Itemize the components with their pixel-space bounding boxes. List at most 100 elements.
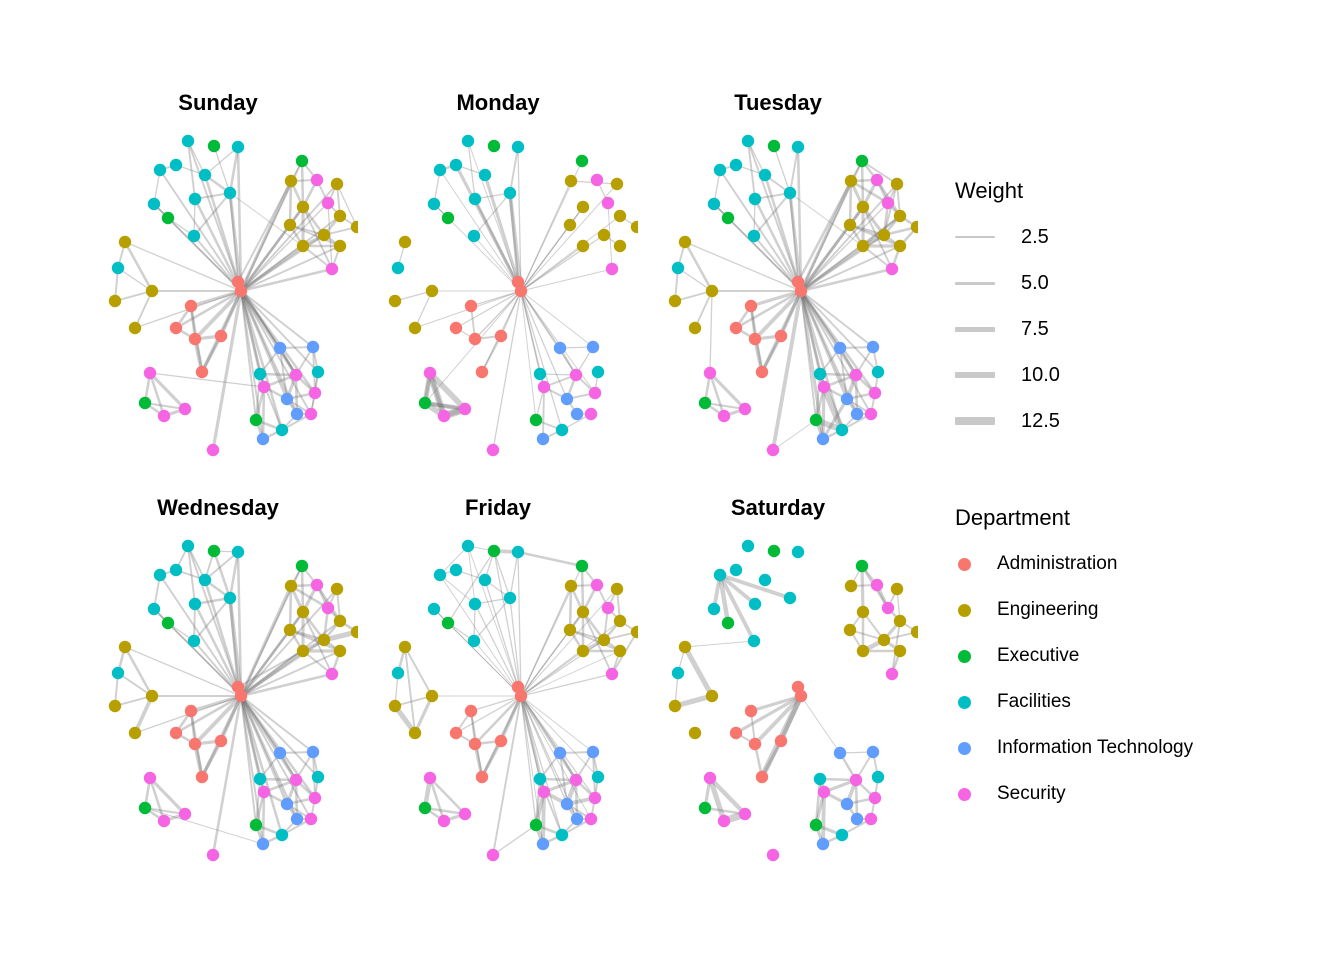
graph-edge	[799, 290, 822, 375]
graph-node	[729, 563, 743, 577]
graph-edge	[708, 372, 726, 417]
graph-edge	[117, 672, 153, 697]
graph-node	[333, 644, 347, 658]
graph-node	[533, 367, 547, 381]
graph-edge	[187, 140, 206, 176]
graph-node	[767, 544, 781, 558]
graph-node	[310, 578, 324, 592]
graph-node	[478, 573, 492, 587]
graph-edge	[149, 372, 265, 388]
graph-node	[729, 321, 743, 335]
graph-edge	[454, 164, 523, 292]
graph-node	[494, 734, 508, 748]
graph-node	[304, 407, 318, 421]
graph-node	[111, 666, 125, 680]
graph-edge	[144, 807, 186, 815]
graph-edge	[718, 574, 756, 642]
graph-edge	[424, 806, 466, 816]
weight-key-swatch	[955, 326, 995, 332]
graph-edge	[854, 779, 859, 820]
graph-node	[161, 211, 175, 225]
graph-edge	[800, 233, 885, 293]
graph-edge	[517, 146, 522, 292]
graph-node	[721, 211, 735, 225]
nodes-layer	[108, 539, 358, 862]
graph-node	[184, 299, 198, 313]
graph-edge	[704, 402, 746, 410]
graph-edge	[447, 622, 522, 697]
graph-edge	[134, 290, 153, 329]
graph-edge	[542, 386, 545, 440]
graph-edge	[520, 629, 571, 697]
graph-edge	[240, 245, 341, 292]
graph-node	[758, 168, 772, 182]
graph-node	[774, 734, 788, 748]
graph-node	[461, 134, 475, 148]
graph-edge	[520, 290, 568, 400]
graph-node	[588, 791, 602, 805]
graph-node	[783, 591, 797, 605]
graph-edge	[674, 290, 713, 302]
graph-node	[388, 294, 402, 308]
graph-edge	[228, 597, 240, 688]
graph-edge	[470, 290, 522, 307]
graph-node	[108, 699, 122, 713]
graph-node	[169, 726, 183, 740]
graph-node	[813, 772, 827, 786]
graph-node	[306, 745, 320, 759]
graph-node	[418, 801, 432, 815]
graph-edge	[773, 145, 791, 194]
graph-node	[630, 625, 638, 639]
weight-key-label: 7.5	[1021, 317, 1049, 340]
graph-node	[157, 814, 171, 828]
graph-node	[755, 365, 769, 379]
graph-node	[458, 807, 472, 821]
graph-edge	[240, 638, 325, 698]
graph-node	[503, 186, 517, 200]
graph-node	[529, 413, 543, 427]
graph-node	[391, 261, 405, 275]
graph-node	[576, 239, 590, 253]
graph-node	[791, 545, 805, 559]
graph-edge	[677, 267, 713, 292]
nodes-layer	[108, 134, 358, 457]
graph-edge	[799, 290, 849, 400]
department-label: Executive	[997, 645, 1080, 666]
graph-node	[147, 197, 161, 211]
graph-node	[311, 770, 325, 784]
graph-edge	[519, 695, 578, 781]
graph-edge	[520, 695, 568, 805]
graph-edge	[239, 695, 317, 799]
graph-edge	[204, 146, 239, 176]
graph-node	[850, 812, 864, 826]
graph-node	[195, 770, 209, 784]
graph-node	[698, 396, 712, 410]
graph-edge	[473, 597, 511, 642]
graph-node	[231, 545, 245, 559]
graph-node	[198, 168, 212, 182]
graph-edge	[520, 215, 621, 292]
graph-node	[206, 848, 220, 862]
department-color-dot	[958, 741, 971, 755]
graph-edge	[854, 374, 859, 415]
graph-node	[758, 573, 772, 587]
graph-edge	[750, 694, 802, 713]
graph-node	[748, 192, 762, 206]
graph-edge	[193, 694, 243, 746]
graph-node	[290, 812, 304, 826]
graph-node	[188, 597, 202, 611]
graph-edge	[336, 183, 358, 228]
graph-edge	[520, 180, 572, 292]
graph-edge	[789, 146, 799, 194]
graph-edge	[860, 160, 865, 208]
graph-node	[398, 235, 412, 249]
graph-node	[688, 726, 702, 740]
graph-edge	[862, 206, 893, 270]
graph-edge	[211, 695, 243, 856]
weight-key-label: 5.0	[1021, 271, 1049, 294]
graph-node	[475, 770, 489, 784]
graph-node	[478, 168, 492, 182]
graph-edge	[778, 695, 804, 742]
graph-edge	[239, 290, 289, 400]
graph-node	[885, 262, 899, 276]
